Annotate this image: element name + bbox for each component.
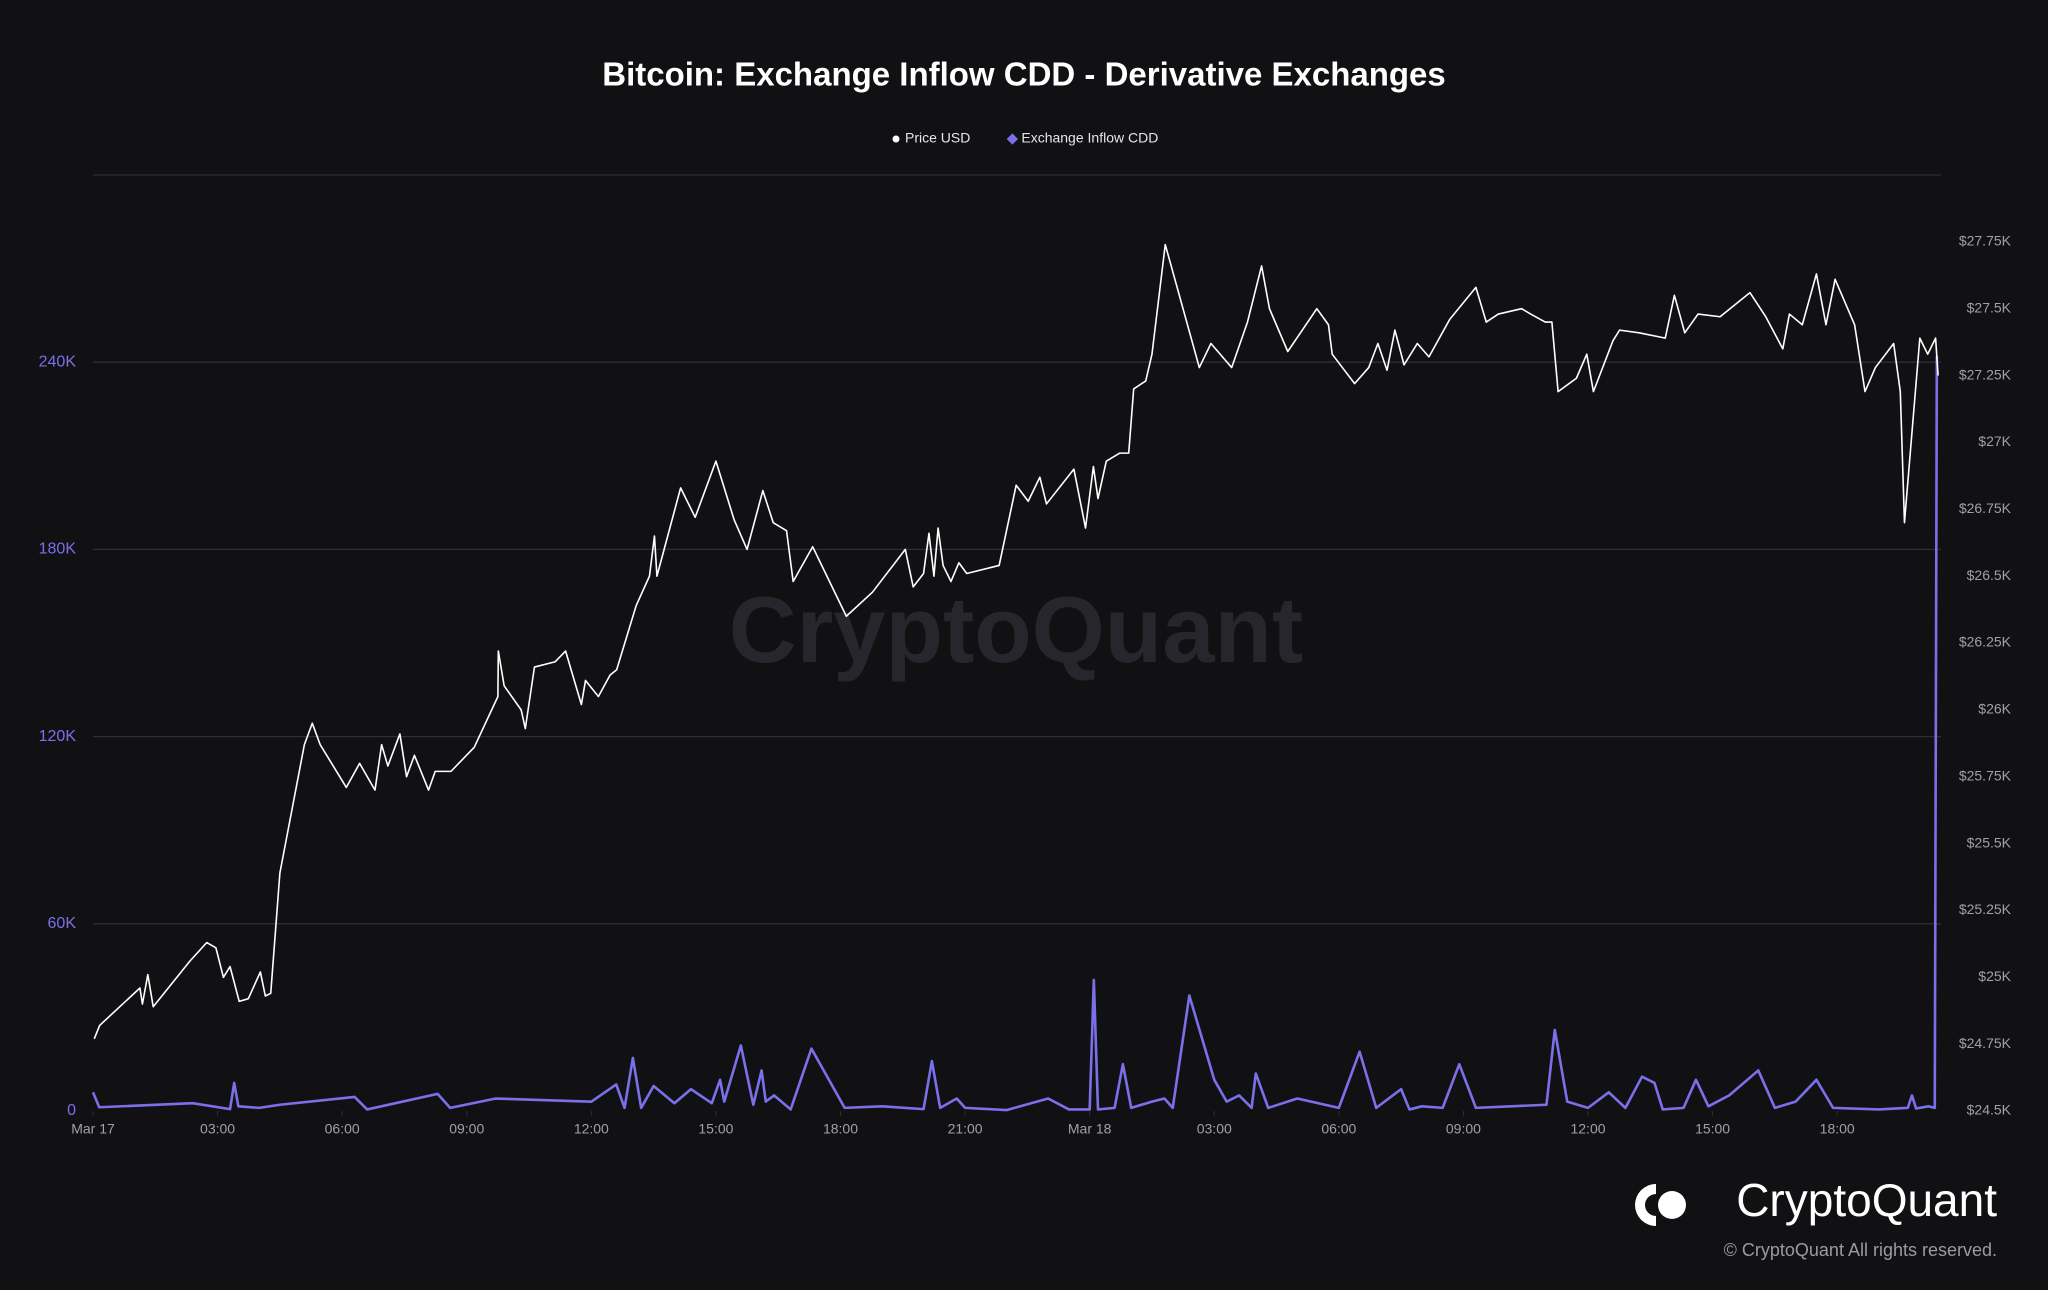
copyright: © CryptoQuant All rights reserved.: [1724, 1240, 1997, 1260]
watermark: CryptoQuant: [729, 577, 1303, 682]
x-tick-label: 12:00: [1570, 1121, 1605, 1137]
y2-tick-label: $26K: [1978, 701, 2011, 717]
legend-marker: [1006, 133, 1019, 145]
logo-icon: [1658, 1191, 1686, 1219]
x-tick-label: 06:00: [325, 1121, 360, 1137]
y2-tick-label: $27.5K: [1967, 299, 2012, 315]
logo: CryptoQuant © CryptoQuant All rights res…: [1635, 1174, 1997, 1260]
y-tick-label: 180K: [39, 541, 77, 558]
y-tick-label: 120K: [39, 728, 77, 745]
chart-title: Bitcoin: Exchange Inflow CDD - Derivativ…: [602, 56, 1446, 93]
y2-tick-label: $27.25K: [1959, 366, 2012, 382]
series-line: [91, 355, 1939, 1112]
y-tick-label: 60K: [48, 915, 77, 932]
y-tick-label: 0: [67, 1102, 76, 1119]
series-line: [93, 243, 1939, 1040]
x-tick-label: 12:00: [574, 1121, 609, 1137]
y2-tick-label: $26.5K: [1967, 567, 2012, 583]
legend-label: Price USD: [905, 130, 970, 146]
x-tick-label: 03:00: [1197, 1121, 1232, 1137]
logo-text: CryptoQuant: [1736, 1174, 1997, 1226]
x-tick-label: 06:00: [1321, 1121, 1356, 1137]
y2-tick-label: $26.25K: [1959, 634, 2012, 650]
y2-tick-label: $26.75K: [1959, 500, 2012, 516]
y2-tick-label: $27.75K: [1959, 233, 2012, 249]
logo-icon: [1635, 1184, 1656, 1226]
x-tick-label: 15:00: [1695, 1121, 1730, 1137]
x-tick-label: Mar 17: [71, 1121, 115, 1137]
legend-marker: [892, 135, 900, 143]
y2-tick-label: $25K: [1978, 968, 2011, 984]
legend-label: Exchange Inflow CDD: [1021, 130, 1158, 146]
y2-tick-label: $25.25K: [1959, 901, 2012, 917]
y2-tick-label: $25.5K: [1967, 834, 2012, 850]
y2-tick-label: $24.75K: [1959, 1035, 2012, 1051]
x-tick-label: 18:00: [1820, 1121, 1855, 1137]
y-tick-label: 240K: [39, 353, 77, 370]
x-tick-label: 09:00: [1446, 1121, 1481, 1137]
y2-tick-label: $27K: [1978, 433, 2011, 449]
y2-tick-label: $24.5K: [1967, 1102, 2012, 1118]
x-tick-label: 15:00: [698, 1121, 733, 1137]
x-tick-label: 09:00: [449, 1121, 484, 1137]
y2-tick-label: $25.75K: [1959, 767, 2012, 783]
x-tick-label: 18:00: [823, 1121, 858, 1137]
x-tick-label: 21:00: [948, 1121, 983, 1137]
x-tick-label: Mar 18: [1068, 1121, 1112, 1137]
x-tick-label: 03:00: [200, 1121, 235, 1137]
